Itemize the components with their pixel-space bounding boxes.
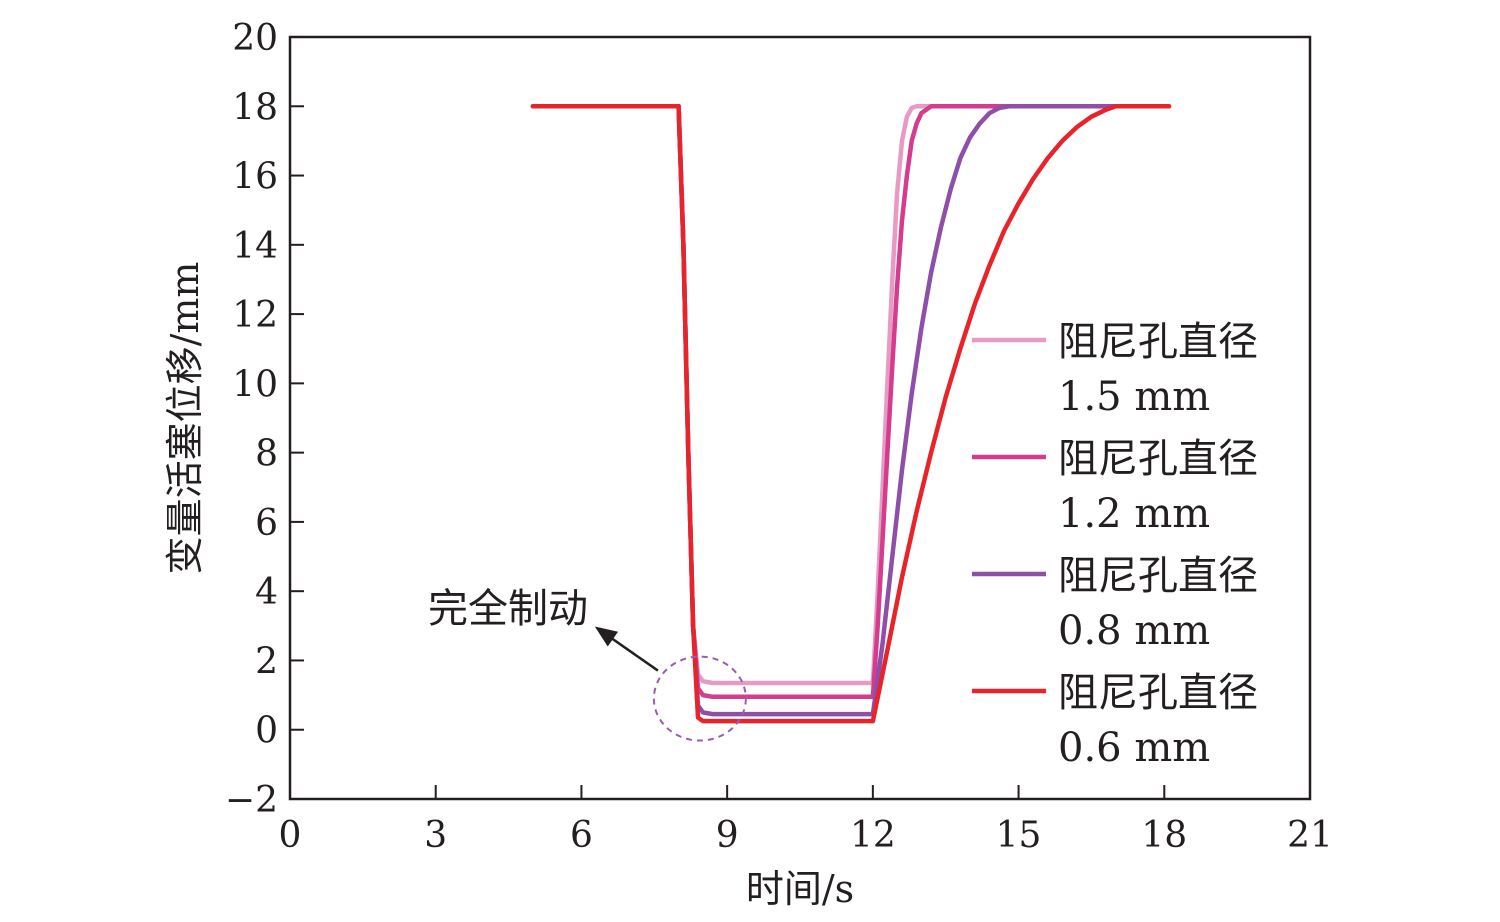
x-tick-label: 15 [996,815,1042,856]
x-tick-label: 18 [1141,815,1187,856]
y-tick-label: 2 [255,641,278,682]
annotation-arrow-shaft [604,632,659,672]
annotation-layer: 完全制动 [428,586,747,742]
y-tick-label: 16 [232,157,278,198]
x-tick-label: 6 [570,815,593,856]
axis-ticks [289,36,1311,800]
annotation-arrow-head [594,626,619,647]
x-tick-label: 21 [1287,815,1333,856]
legend-label-line2: 0.8 mm [1058,608,1210,654]
legend-label-line2: 1.2 mm [1058,491,1210,537]
y-tick-label: 6 [255,503,278,544]
full-brake-marker-circle [652,655,747,742]
legend-label-line1: 阻尼孔直径 [1058,319,1258,365]
y-axis-title: 变量活塞位移/mm [163,262,207,575]
x-tick-label: 12 [850,815,896,856]
x-tick-label: 3 [424,815,447,856]
x-tick-label: 9 [716,815,739,856]
legend-label-line2: 0.6 mm [1058,725,1210,771]
y-tick-label: 8 [255,434,278,475]
legend-label-line1: 阻尼孔直径 [1058,436,1258,482]
annotation-text: 完全制动 [428,586,588,632]
y-tick-label: 10 [232,364,278,405]
x-tick-label: 0 [279,815,302,856]
legend-label-line2: 1.5 mm [1058,374,1210,420]
legend: 阻尼孔直径 1.5 mm 阻尼孔直径 1.2 mm 阻尼孔直径 0.8 mm 阻尼孔直径 0.… [972,319,1258,771]
x-axis-title: 时间/s [746,867,854,911]
legend-label-line1: 阻尼孔直径 [1058,670,1258,716]
y-tick-label: 0 [255,711,278,752]
y-tick-label: 18 [232,87,278,128]
y-tick-label: 12 [232,295,278,336]
y-tick-label: 20 [232,18,278,59]
legend-label-line1: 阻尼孔直径 [1058,553,1258,599]
y-tick-label: 4 [255,572,278,613]
y-tick-label: −2 [225,780,278,821]
y-tick-label: 14 [232,226,278,267]
plot-frame [288,35,1312,801]
